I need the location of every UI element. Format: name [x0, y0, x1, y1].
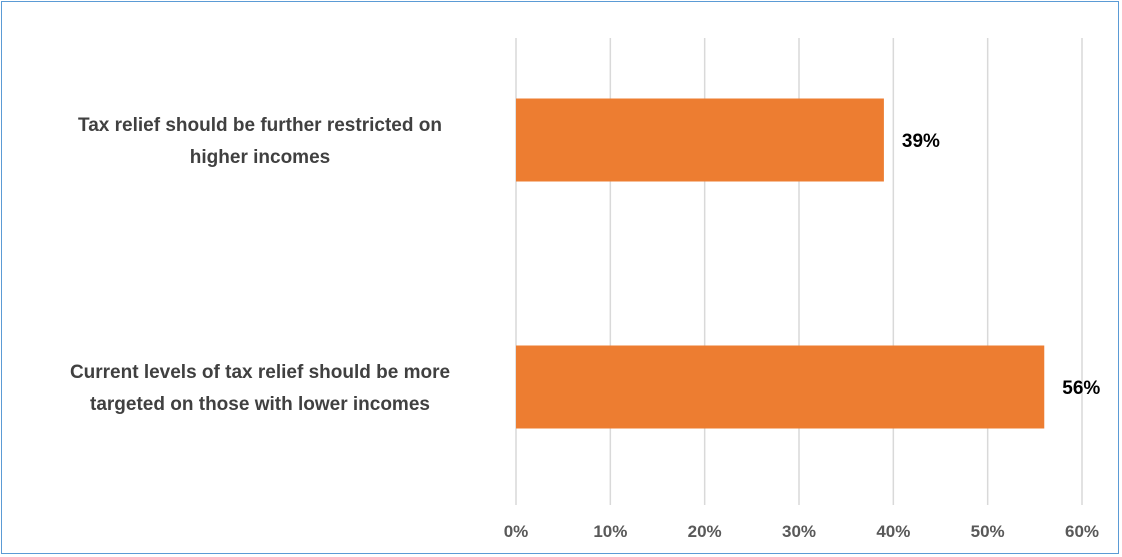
x-tick-label: 10%: [593, 522, 627, 541]
data-label-1: 39%: [902, 131, 940, 152]
x-tick-label: 30%: [782, 522, 816, 541]
category-label-1-line-1: Tax relief should be further restricted …: [78, 115, 442, 136]
category-label-2-line-1: Current levels of tax relief should be m…: [70, 362, 450, 383]
x-tick-label: 0%: [504, 522, 529, 541]
x-tick-label: 60%: [1065, 522, 1099, 541]
category-label-2-line-2: targeted on those with lower incomes: [90, 394, 430, 415]
bar-2: [516, 345, 1045, 429]
bar-1: [516, 98, 884, 182]
x-tick-label: 50%: [971, 522, 1005, 541]
category-label-1-line-2: higher incomes: [190, 147, 330, 168]
x-tick-label: 40%: [876, 522, 910, 541]
x-tick-label: 20%: [688, 522, 722, 541]
data-label-2: 56%: [1062, 378, 1100, 399]
